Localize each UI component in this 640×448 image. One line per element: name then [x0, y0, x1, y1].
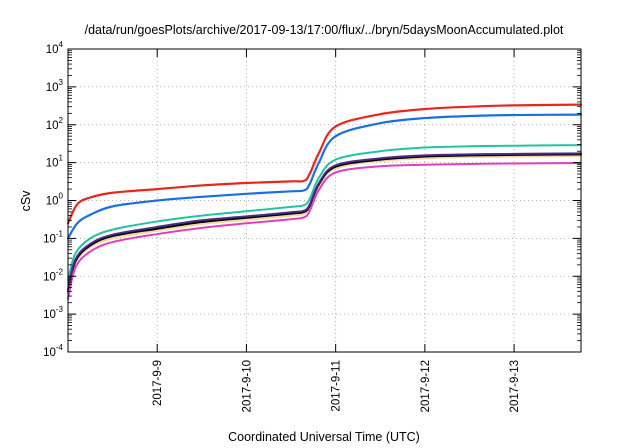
- series-line-7: [67, 161, 582, 301]
- x-tick-label: 2017-9-10: [241, 360, 253, 412]
- series-line-1: [66, 103, 583, 225]
- y-tick-exponent: -2: [56, 267, 64, 276]
- y-tick-base: 10: [43, 233, 56, 245]
- y-tick-exponent: -4: [56, 343, 64, 352]
- ticks: [68, 48, 581, 353]
- series-line-4: [67, 154, 582, 295]
- y-tick-base: 10: [43, 347, 56, 359]
- y-tick-exponent: 4: [59, 40, 64, 49]
- y-tick-label: 101: [46, 154, 64, 170]
- x-tick-label: 2017-9-12: [420, 360, 432, 412]
- y-tick-exponent: 3: [59, 78, 64, 87]
- series-line-6: [67, 152, 582, 291]
- chart-title: /data/run/goesPlots/archive/2017-09-13/1…: [85, 23, 564, 37]
- grid: [68, 49, 581, 352]
- series-line-2: [66, 113, 583, 240]
- y-tick-label: 100: [46, 192, 64, 208]
- y-tick-label: 10-3: [43, 305, 63, 321]
- x-tick-label: 2017-9-9: [152, 360, 164, 406]
- y-tick-exponent: 2: [59, 116, 64, 125]
- y-tick-label: 10-2: [43, 267, 63, 283]
- y-tick-base: 10: [46, 82, 59, 94]
- x-tick-label: 2017-9-11: [331, 360, 343, 412]
- y-tick-label: 10-4: [43, 343, 63, 359]
- y-tick-exponent: -1: [56, 229, 64, 238]
- y-tick-exponent: 0: [59, 192, 64, 201]
- y-tick-label: 10-1: [43, 229, 63, 245]
- y-tick-base: 10: [46, 120, 59, 132]
- y-tick-base: 10: [43, 309, 56, 321]
- y-axis-label: cSv: [19, 190, 33, 212]
- y-tick-exponent: -3: [56, 305, 64, 314]
- y-tick-base: 10: [43, 271, 56, 283]
- x-axis-label: Coordinated Universal Time (UTC): [228, 430, 420, 444]
- series-line-3: [67, 144, 582, 281]
- y-tick-label: 104: [46, 40, 64, 56]
- y-tick-label: 103: [46, 78, 64, 94]
- y-tick-exponent: 1: [59, 154, 64, 163]
- y-tick-label: 102: [46, 116, 64, 132]
- series-line-5: [67, 153, 582, 293]
- x-tick-label: 2017-9-13: [509, 360, 521, 412]
- y-tick-base: 10: [46, 158, 59, 170]
- y-tick-base: 10: [46, 44, 59, 56]
- series-group: [66, 103, 583, 301]
- x-tick-labels: 2017-9-9 2017-9-10 2017-9-11 2017-9-12 2017-…: [152, 360, 521, 412]
- y-tick-base: 10: [46, 196, 59, 208]
